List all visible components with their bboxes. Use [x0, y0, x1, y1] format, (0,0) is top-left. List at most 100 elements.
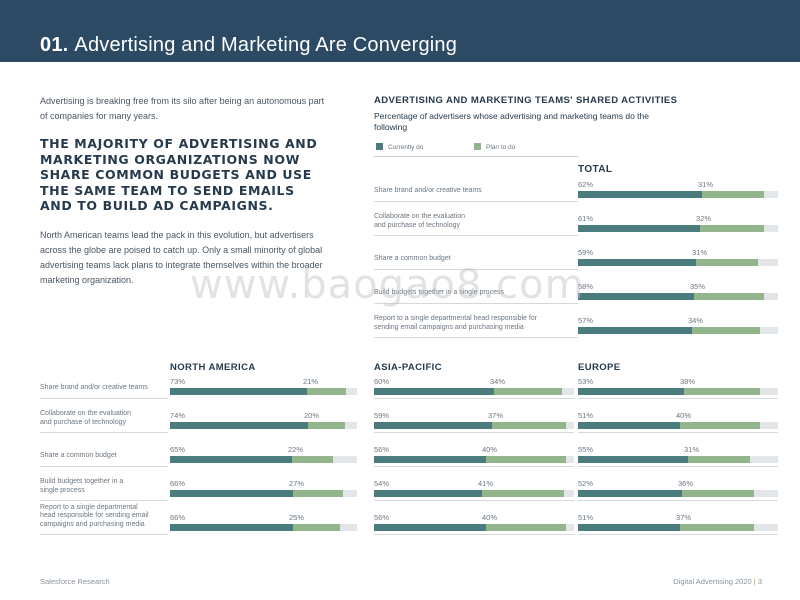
bar-track [578, 191, 778, 198]
bar-track [374, 388, 574, 395]
bar-track [374, 490, 574, 497]
bar-currently-do [374, 524, 486, 531]
bar-plan-to-do [696, 259, 758, 266]
legend-swatch-plan [474, 143, 481, 150]
value-label-currently-do: 60% [374, 377, 390, 386]
bar-plan-to-do [702, 191, 764, 198]
value-label-plan-to-do: 25% [289, 513, 305, 522]
bar-track [170, 456, 357, 463]
bar-plan-to-do [694, 293, 764, 300]
page-header: 01. Advertising and Marketing Are Converg… [0, 0, 800, 62]
bar-track [578, 293, 778, 300]
bar-track [374, 524, 574, 531]
bar-currently-do [578, 327, 692, 334]
value-label-plan-to-do: 21% [303, 377, 319, 386]
row-label-north-america: Share a common budget [40, 451, 117, 459]
bar-track [578, 327, 778, 334]
bar-plan-to-do [308, 422, 345, 429]
value-label-plan-to-do: 38% [680, 377, 696, 386]
footer-source: Salesforce Research [40, 577, 110, 586]
bar-plan-to-do [293, 490, 343, 497]
bar-currently-do [170, 524, 293, 531]
bar-track [170, 490, 357, 497]
value-label-currently-do: 66% [170, 479, 186, 488]
bar-plan-to-do [680, 524, 754, 531]
value-label-currently-do: 52% [578, 479, 594, 488]
chart-title-north-america: NORTH AMERICA [170, 362, 256, 373]
body-text: North American teams lead the pack in th… [40, 230, 323, 285]
intro-text: Advertising is breaking free from its si… [40, 96, 325, 121]
row-divider [578, 534, 778, 535]
value-label-currently-do: 74% [170, 411, 186, 420]
chart-subtitle: Percentage of advertisers whose advertis… [374, 111, 649, 132]
section-number: 01. [40, 34, 69, 56]
row-divider [374, 534, 574, 535]
watermark: www.baogao8.com [190, 262, 585, 308]
row-divider [578, 500, 778, 501]
row-divider [578, 398, 778, 399]
bar-plan-to-do [486, 456, 566, 463]
headline: The majority of advertising and marketin… [40, 136, 318, 213]
bar-plan-to-do [684, 388, 760, 395]
row-label-north-america: Collaborate on the evaluation and purchas… [40, 410, 132, 426]
value-label-plan-to-do: 34% [490, 377, 506, 386]
footer-page-number: 3 [757, 577, 762, 586]
row-label-total: Share brand and/or creative teams [374, 186, 482, 194]
chart-title-europe: EUROPE [578, 362, 621, 373]
bar-track [578, 422, 778, 429]
row-divider [374, 337, 578, 338]
value-label-currently-do: 73% [170, 377, 186, 386]
bar-track [578, 388, 778, 395]
bar-currently-do [170, 456, 292, 463]
value-label-plan-to-do: 31% [692, 248, 708, 257]
bar-track [170, 388, 357, 395]
row-label-total: Share a common budget [374, 254, 451, 262]
value-label-currently-do: 61% [578, 214, 594, 223]
bar-track [578, 490, 778, 497]
bar-currently-do [578, 490, 682, 497]
bar-currently-do [578, 225, 700, 232]
value-label-currently-do: 65% [170, 445, 186, 454]
bar-track [578, 524, 778, 531]
chart-title-total: TOTAL [578, 164, 613, 175]
footer-page-info: Digital Advertising 2020 | 3 [673, 577, 762, 586]
row-label-north-america: Report to a single departmental head resp… [40, 503, 149, 528]
page-title: 01. Advertising and Marketing Are Converg… [40, 34, 457, 57]
bar-track [578, 225, 778, 232]
value-label-currently-do: 59% [578, 248, 594, 257]
bar-currently-do [374, 456, 486, 463]
bar-track [374, 456, 574, 463]
value-label-plan-to-do: 34% [688, 316, 704, 325]
bar-plan-to-do [482, 490, 564, 497]
legend-current: Currently do [376, 143, 423, 151]
bar-plan-to-do [682, 490, 754, 497]
bar-plan-to-do [307, 388, 346, 395]
row-divider [578, 432, 778, 433]
footer-report-title: Digital Advertising 2020 [673, 577, 752, 586]
row-divider [374, 432, 574, 433]
value-label-currently-do: 57% [578, 316, 594, 325]
value-label-currently-do: 51% [578, 513, 594, 522]
legend-plan-label: Plan to do [486, 144, 516, 151]
bar-track [170, 524, 357, 531]
value-label-plan-to-do: 31% [684, 445, 700, 454]
row-divider [40, 432, 168, 433]
row-divider [374, 466, 574, 467]
value-label-plan-to-do: 37% [488, 411, 504, 420]
legend: Currently do Plan to do [374, 142, 578, 157]
bar-plan-to-do [492, 422, 566, 429]
row-label-total: Build budgets together in a single proce… [374, 288, 504, 296]
bar-track [578, 259, 778, 266]
bar-currently-do [374, 422, 492, 429]
bar-currently-do [374, 388, 494, 395]
value-label-plan-to-do: 40% [482, 445, 498, 454]
value-label-currently-do: 58% [578, 282, 594, 291]
row-divider [374, 201, 578, 202]
bar-currently-do [578, 259, 696, 266]
value-label-currently-do: 54% [374, 479, 390, 488]
row-label-total: Collaborate on the evaluation and purchas… [374, 213, 466, 229]
bar-currently-do [374, 490, 482, 497]
value-label-plan-to-do: 40% [482, 513, 498, 522]
legend-swatch-current [376, 143, 383, 150]
bar-plan-to-do [293, 524, 340, 531]
